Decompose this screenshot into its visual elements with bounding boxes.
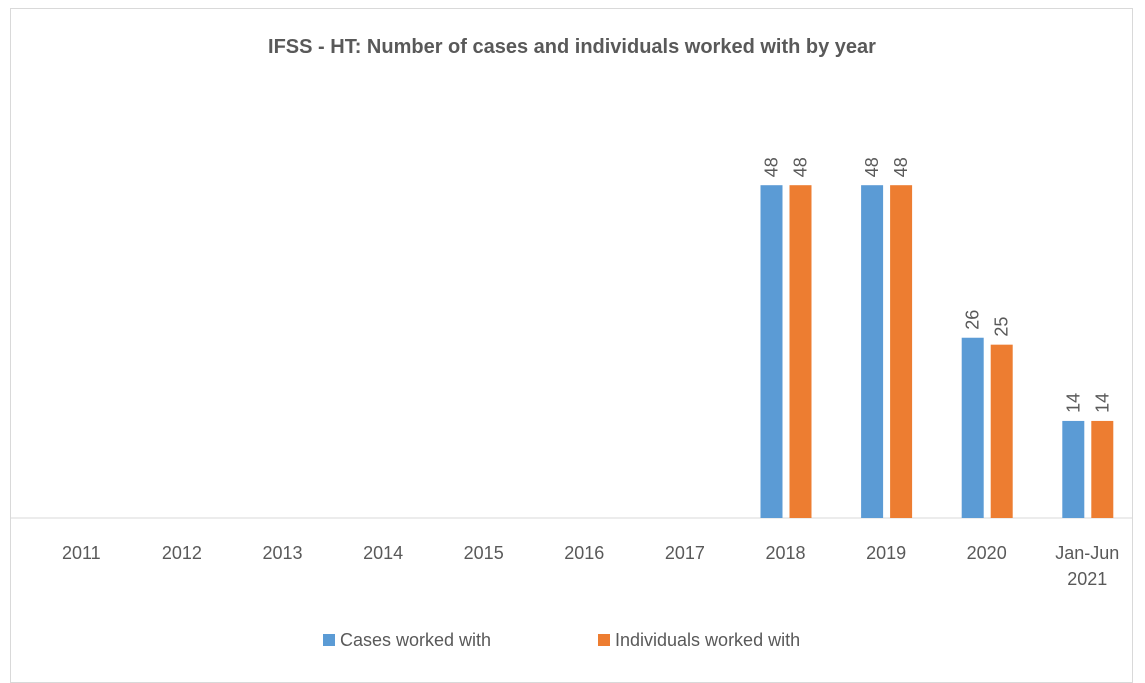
data-label: 48 — [762, 157, 782, 177]
data-label: 25 — [992, 317, 1012, 337]
data-label: 26 — [963, 310, 983, 330]
x-tick-label: Jan-Jun 2021 — [1055, 543, 1120, 589]
x-tick-label: 2011 — [61, 543, 101, 563]
bar — [760, 185, 783, 518]
legend-swatch — [598, 634, 610, 646]
x-tick-label: 2012 — [161, 543, 202, 563]
bar — [890, 185, 913, 518]
x-tick-label: 2018 — [765, 543, 806, 563]
data-label: 48 — [891, 157, 911, 177]
data-label: 14 — [1063, 393, 1083, 413]
x-tick-label: 2014 — [363, 543, 404, 563]
data-label: 14 — [1092, 393, 1112, 413]
x-tick-label: 2013 — [262, 543, 303, 563]
x-tick-label: 2020 — [966, 543, 1007, 563]
data-label: 48 — [862, 157, 882, 177]
x-tick-label: 2019 — [866, 543, 907, 563]
legend-swatch — [323, 634, 335, 646]
legend-label: Individuals worked with — [615, 630, 801, 650]
chart-title: IFSS - HT: Number of cases and individua… — [268, 36, 876, 58]
legend-item: Individuals worked with — [598, 628, 800, 652]
bar — [1062, 420, 1085, 518]
bar — [1091, 420, 1114, 518]
bar — [861, 185, 884, 518]
legend-item: Cases worked with — [323, 628, 491, 652]
data-label: 48 — [791, 157, 811, 177]
bar — [789, 185, 812, 518]
legend-label: Cases worked with — [340, 630, 492, 650]
x-tick-label: 2017 — [664, 543, 705, 563]
bar — [961, 337, 984, 518]
x-tick-label: 2016 — [564, 543, 605, 563]
x-tick-label: 2015 — [463, 543, 504, 563]
bar — [990, 344, 1013, 518]
